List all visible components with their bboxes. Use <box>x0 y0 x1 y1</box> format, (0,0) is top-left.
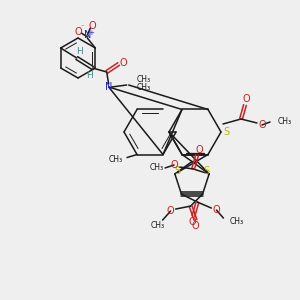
Text: CH₃: CH₃ <box>230 217 244 226</box>
Text: S: S <box>223 127 229 137</box>
Text: O: O <box>242 94 250 104</box>
Text: H: H <box>86 70 93 80</box>
Text: O: O <box>88 21 96 31</box>
Text: CH₃: CH₃ <box>109 155 123 164</box>
Text: ⁻: ⁻ <box>80 24 84 30</box>
Text: CH₃: CH₃ <box>137 74 151 83</box>
Text: N: N <box>84 30 91 40</box>
Text: O: O <box>258 120 266 130</box>
Text: O: O <box>170 160 178 170</box>
Text: +: + <box>88 30 94 36</box>
Text: O: O <box>74 27 82 37</box>
Text: S: S <box>203 166 209 176</box>
Text: O: O <box>120 58 127 68</box>
Text: O: O <box>195 145 203 155</box>
Text: CH₃: CH₃ <box>150 164 164 172</box>
Text: S: S <box>175 166 181 176</box>
Text: O: O <box>167 206 174 216</box>
Text: CH₃: CH₃ <box>137 83 151 92</box>
Text: O: O <box>192 221 200 231</box>
Text: O: O <box>213 205 220 215</box>
Text: H: H <box>76 46 83 56</box>
Text: CH₃: CH₃ <box>151 220 165 230</box>
Text: N: N <box>105 82 112 92</box>
Text: O: O <box>189 217 196 227</box>
Text: CH₃: CH₃ <box>278 118 292 127</box>
